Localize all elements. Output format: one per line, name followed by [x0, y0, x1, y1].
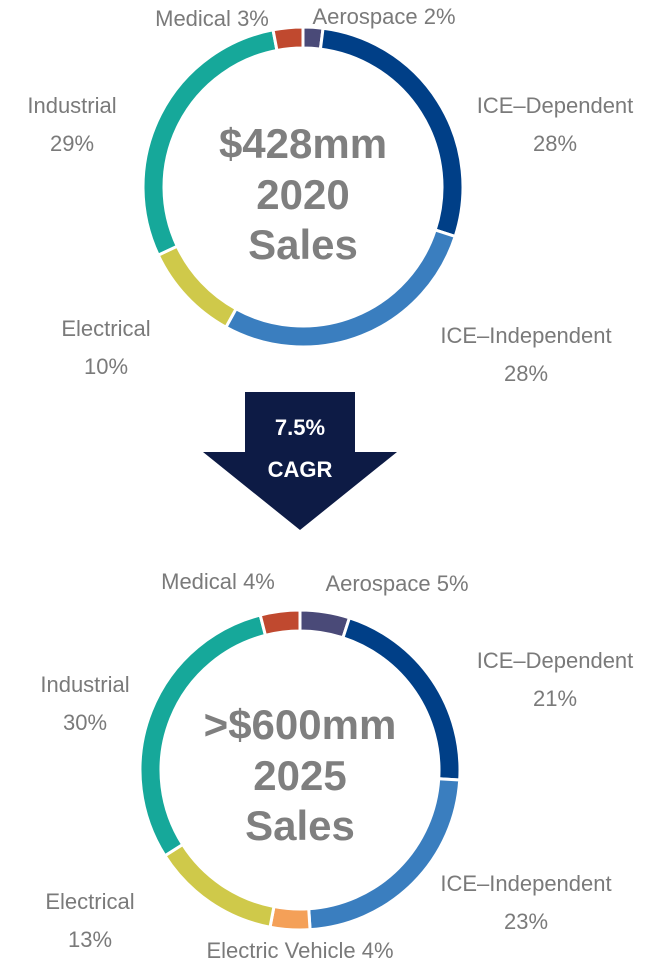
slice-name: ICE–Dependent [477, 648, 634, 673]
slice-name: Industrial [27, 93, 116, 118]
slice-name: Electrical [45, 889, 134, 914]
slice-label: Aerospace 2% [312, 4, 455, 29]
slice-value: 13% [68, 927, 112, 952]
donut-slice [341, 615, 462, 782]
cagr-value: 7.5% [275, 415, 325, 440]
slice-name: Electric Vehicle [206, 938, 355, 963]
center-text: $428mm [219, 120, 387, 167]
center-text: 2025 [253, 752, 346, 799]
center-text: >$600mm [204, 701, 397, 748]
slice-label: Medical 4% [161, 569, 275, 594]
slice-value: 4% [362, 938, 394, 963]
slice-label: Aerospace 5% [325, 571, 468, 596]
slice-value: 29% [50, 131, 94, 156]
slice-value: 23% [504, 909, 548, 934]
slice-value: 28% [504, 361, 548, 386]
slice-value: 10% [84, 354, 128, 379]
slice-name: ICE–Independent [440, 323, 611, 348]
slice-value: 3% [237, 6, 269, 31]
slice-value: 5% [437, 571, 469, 596]
slice-value: 30% [63, 710, 107, 735]
slice-name: Industrial [40, 672, 129, 697]
slice-name: ICE–Dependent [477, 93, 634, 118]
donut-slice [271, 25, 305, 53]
donut-slice [156, 244, 239, 330]
slice-name: Aerospace [312, 4, 417, 29]
center-text: Sales [245, 802, 355, 849]
center-text: Sales [248, 221, 358, 268]
slice-value: 28% [533, 131, 577, 156]
slice-value: 4% [243, 569, 275, 594]
cagr-label: CAGR [268, 457, 333, 482]
donut-slice [162, 842, 276, 929]
donut-slice [298, 608, 352, 640]
center-text: 2020 [256, 171, 349, 218]
donut-slice [258, 608, 302, 638]
donut-slice [268, 904, 312, 932]
cagr-arrow [203, 392, 397, 530]
slice-name: ICE–Independent [440, 871, 611, 896]
slice-name: Medical [155, 6, 231, 31]
slice-label: Medical 3% [155, 6, 269, 31]
slice-value: 21% [533, 686, 577, 711]
slice-label: Electric Vehicle 4% [206, 938, 393, 963]
slice-name: Electrical [61, 316, 150, 341]
slice-name: Aerospace [325, 571, 430, 596]
slice-value: 2% [424, 4, 456, 29]
slice-name: Medical [161, 569, 237, 594]
